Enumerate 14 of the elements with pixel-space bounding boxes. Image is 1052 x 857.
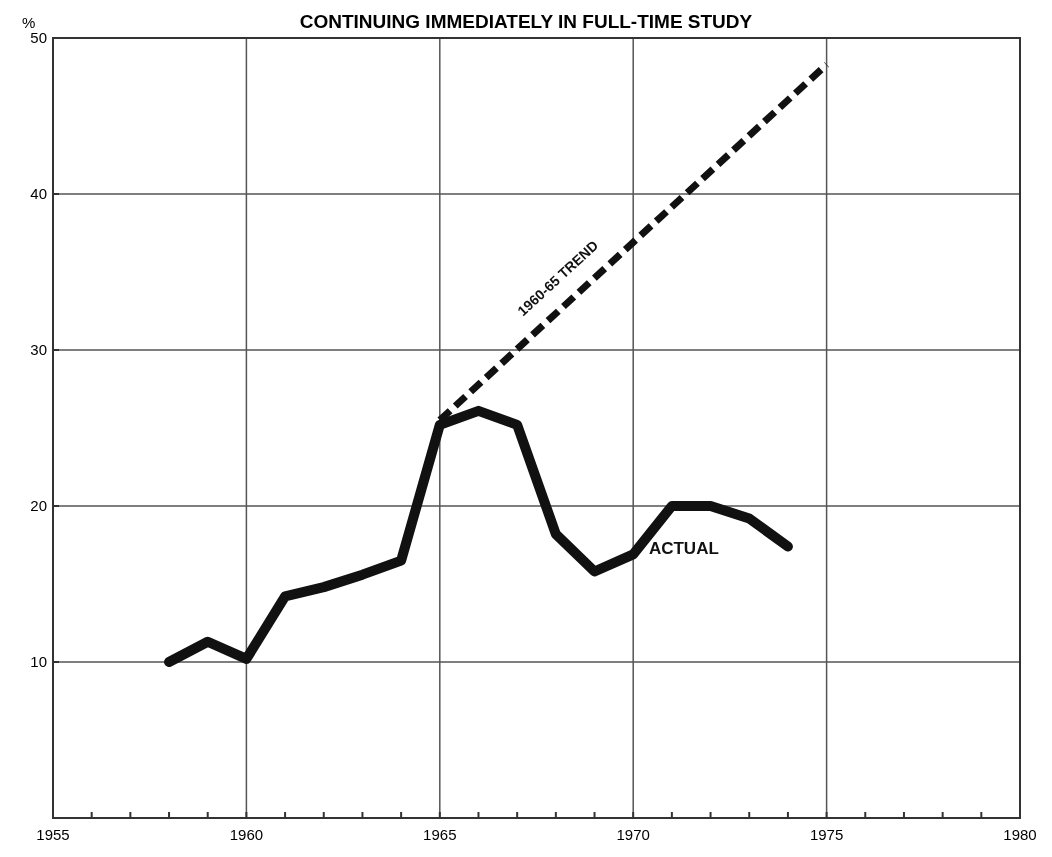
y-axis-title: % [22, 14, 36, 31]
x-tick-label: 1955 [36, 826, 70, 843]
y-tick-label: 50 [30, 29, 47, 47]
x-tick-label: 1965 [423, 826, 457, 843]
y-tick-label: 40 [30, 185, 47, 203]
chart-title: CONTINUING IMMEDIATELY IN FULL-TIME STUDY [299, 11, 753, 32]
y-tick-label: 30 [30, 341, 47, 359]
y-tick-label: 10 [30, 653, 47, 671]
x-tick-label: 1970 [616, 826, 650, 843]
x-tick-label: 1975 [809, 826, 844, 843]
y-tick-label: 20 [30, 497, 47, 515]
series-label: ACTUAL [648, 539, 719, 558]
x-tick-label: 1960 [229, 826, 264, 843]
x-tick-label: 1980 [1003, 826, 1037, 843]
